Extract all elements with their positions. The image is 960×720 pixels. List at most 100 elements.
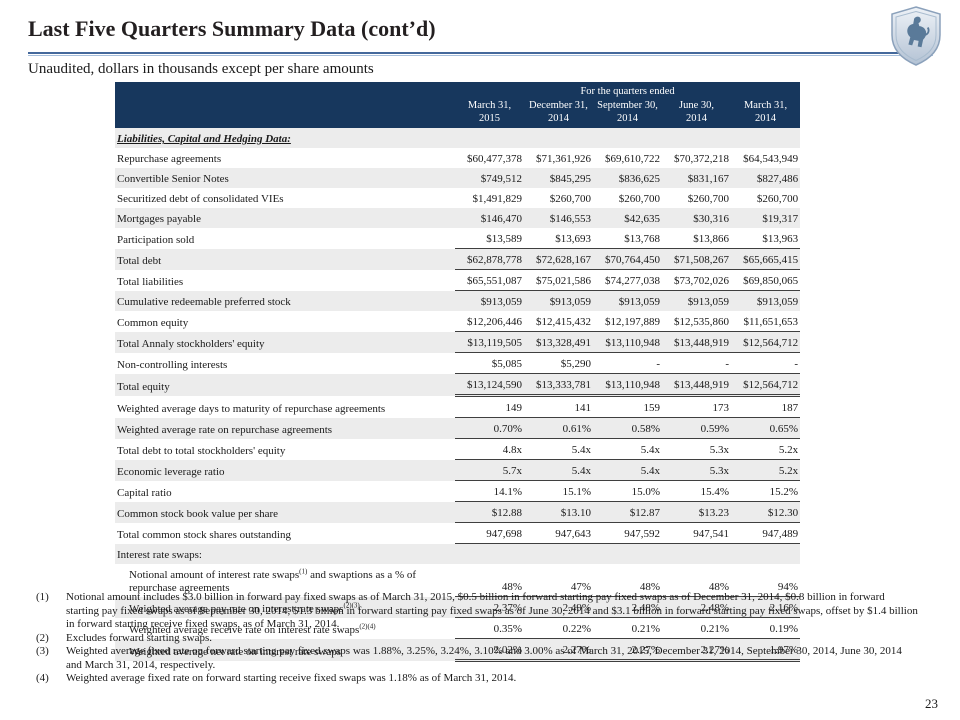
row-value: 2.48%	[593, 596, 662, 618]
row-value: $146,553	[524, 208, 593, 228]
row-value: 0.35%	[455, 617, 524, 639]
row-value: $69,850,065	[731, 269, 801, 291]
row-value: 5.4x	[524, 459, 593, 481]
row-value: 0.70%	[455, 417, 524, 439]
row-label: Common stock book value per share	[115, 501, 455, 523]
row-value: 159	[593, 395, 662, 418]
column-headers-row: March 31, 2015 December 31, 2014 September 3…	[115, 98, 801, 128]
data-row: Mortgages payable $146,470 $146,553 $42,635…	[115, 208, 801, 228]
row-value: $71,508,267	[662, 248, 731, 270]
row-value: -	[656, 358, 660, 370]
row-value: $19,317	[731, 208, 801, 228]
row-value: 2.48%	[662, 596, 731, 618]
row-value: 0.59%	[662, 417, 731, 439]
column-header: June 30, 2014	[662, 98, 731, 128]
row-value: $260,700	[618, 193, 660, 205]
footnote: (3) Weighted average fixed rate on forwar…	[36, 645, 920, 672]
column-header: March 31, 2014	[731, 98, 801, 128]
row-value: $12,535,860	[674, 316, 729, 328]
row-label: Weighted average net rate on interest ra…	[115, 638, 455, 661]
data-row: Participation sold $13,589 $13,693 $13,768 $…	[115, 228, 800, 249]
row-label: Economic leverage ratio	[115, 459, 455, 481]
row-value: 187	[731, 395, 801, 418]
row-value: 0.58%	[593, 417, 662, 439]
row-value: $12,564,712	[731, 331, 801, 353]
column-header: March 31, 2015	[455, 98, 524, 128]
row-value: 5.4x	[593, 459, 662, 481]
row-label: Total debt	[115, 248, 455, 270]
row-value: 0.22%	[524, 617, 593, 639]
row-value: $13,589	[486, 233, 522, 245]
row-value: $12,197,889	[605, 316, 660, 328]
row-value: 149	[455, 395, 524, 418]
table-header: For the quarters ended March 31, 2015 Dece…	[115, 82, 801, 128]
row-value: 947,541	[662, 522, 731, 544]
row-label: Notional amount of interest rate swaps(1…	[129, 566, 417, 594]
row-value: $12.87	[593, 501, 662, 523]
row-value: 947,489	[731, 522, 801, 544]
row-label: Weighted average days to maturity of rep…	[117, 402, 386, 415]
footnote: (2) Excludes forward starting swaps.	[36, 632, 920, 646]
row-value: $71,361,926	[536, 153, 591, 165]
section-row: Interest rate swaps:	[115, 543, 801, 564]
row-label: Total common stock shares outstanding	[117, 528, 291, 541]
quarters-caption: For the quarters ended	[455, 82, 801, 98]
row-value: $260,700	[549, 193, 591, 205]
data-row: Total liabilities $65,551,087 $75,021,586 $…	[115, 269, 801, 291]
row-value: $70,764,450	[593, 248, 662, 270]
row-value: 0.19%	[731, 617, 801, 639]
row-value: $72,628,167	[524, 248, 593, 270]
header-spacer	[115, 82, 455, 128]
row-label: Total debt to total stockholders' equity	[117, 444, 286, 457]
footnotes: (1) Notional amount includes $3.0 billion…	[36, 591, 920, 686]
footnote: (4) Weighted average fixed rate on forwar…	[36, 672, 920, 686]
row-value: 5.4x	[524, 438, 593, 460]
row-value: 94%	[731, 564, 801, 597]
row-label: Participation sold	[117, 233, 195, 246]
column-header: December 31, 2014	[524, 98, 593, 128]
row-value: $1,491,829	[472, 193, 523, 205]
row-value: $13,693	[555, 233, 591, 245]
row-value: 5.2x	[731, 438, 801, 460]
data-row: Economic leverage ratio 5.7x 5.4x 5.4x 5.3x 5…	[115, 459, 801, 481]
title-divider	[28, 52, 933, 54]
data-row: Cumulative redeemable preferred stock $91…	[115, 290, 801, 311]
annaly-shield-logo	[891, 6, 941, 66]
row-value: $13,768	[624, 233, 660, 245]
row-value: $12,206,446	[467, 316, 522, 328]
data-row: Weighted average net rate on interest ra…	[115, 638, 801, 662]
data-row: Capital ratio 14.1% 15.1% 15.0% 15.4% 15.2%	[115, 480, 801, 502]
row-label: Weighted average rate on repurchase agre…	[115, 417, 455, 439]
footnote-number: (2)	[36, 631, 49, 644]
row-label: Total liabilities	[117, 275, 184, 288]
row-label: Cumulative redeemable preferred stock	[115, 290, 455, 311]
row-value: 5.7x	[455, 459, 524, 481]
row-label: Capital ratio	[117, 486, 172, 499]
row-value: $13,333,781	[524, 373, 593, 397]
row-value: 5.4x	[593, 438, 662, 460]
row-value: 173	[662, 395, 731, 418]
row-value: 5.2x	[731, 459, 801, 481]
row-value: 0.21%	[593, 617, 662, 639]
lion-icon	[907, 16, 927, 48]
data-row: Convertible Senior Notes $749,512 $845,295…	[115, 168, 801, 188]
row-value: -	[794, 358, 799, 370]
row-value: $65,665,415	[731, 248, 801, 270]
row-value: $913,059	[593, 290, 662, 311]
row-value: 14.1%	[455, 480, 524, 502]
page-subtitle: Unaudited, dollars in thousands except p…	[28, 61, 374, 77]
page-title: Last Five Quarters Summary Data (cont’d)	[28, 16, 436, 41]
row-value: 48%	[455, 564, 524, 597]
row-value: 1.97%	[731, 638, 801, 662]
row-value: 2.16%	[731, 596, 801, 618]
row-value: $749,512	[455, 168, 524, 188]
row-value: 947,592	[593, 522, 662, 544]
row-value: $913,059	[731, 290, 801, 311]
row-value: 5.3x	[662, 438, 731, 460]
row-label: Common equity	[117, 316, 189, 329]
row-value: $13,448,919	[662, 373, 731, 397]
row-value: $12.88	[455, 501, 524, 523]
row-value: $146,470	[455, 208, 524, 228]
row-value: 2.27%	[662, 638, 731, 662]
